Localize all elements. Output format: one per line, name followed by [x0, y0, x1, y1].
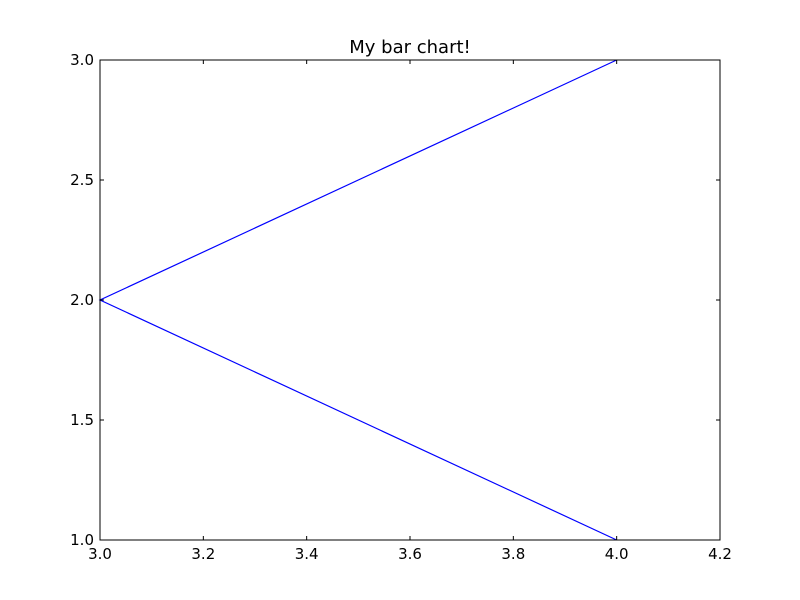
- x-tick-label: 4.2: [708, 545, 732, 563]
- series-line-1: [98, 59, 617, 541]
- y-tick-label: 3.0: [70, 51, 94, 69]
- x-tick-label: 4.0: [605, 545, 629, 563]
- x-tick-label: 3.0: [88, 545, 112, 563]
- x-tick-label: 3.8: [501, 545, 525, 563]
- y-tick-label: 2.0: [70, 291, 94, 309]
- x-tick-label: 3.2: [191, 545, 215, 563]
- plot-frame: [99, 59, 721, 541]
- series-layer: [98, 59, 617, 541]
- x-tick-label: 3.6: [398, 545, 422, 563]
- y-tick-label: 1.0: [70, 531, 94, 549]
- y-tick-label: 1.5: [70, 411, 94, 429]
- x-tick-label: 3.4: [295, 545, 319, 563]
- chart-title: My bar chart!: [349, 37, 471, 58]
- y-tick-label: 2.5: [70, 171, 94, 189]
- y-tick-labels: 1.0 1.5 2.0 2.5 3.0: [70, 51, 94, 549]
- ticks-layer: [99, 59, 721, 541]
- x-tick-labels: 3.0 3.2 3.4 3.6 3.8 4.0 4.2: [88, 545, 732, 563]
